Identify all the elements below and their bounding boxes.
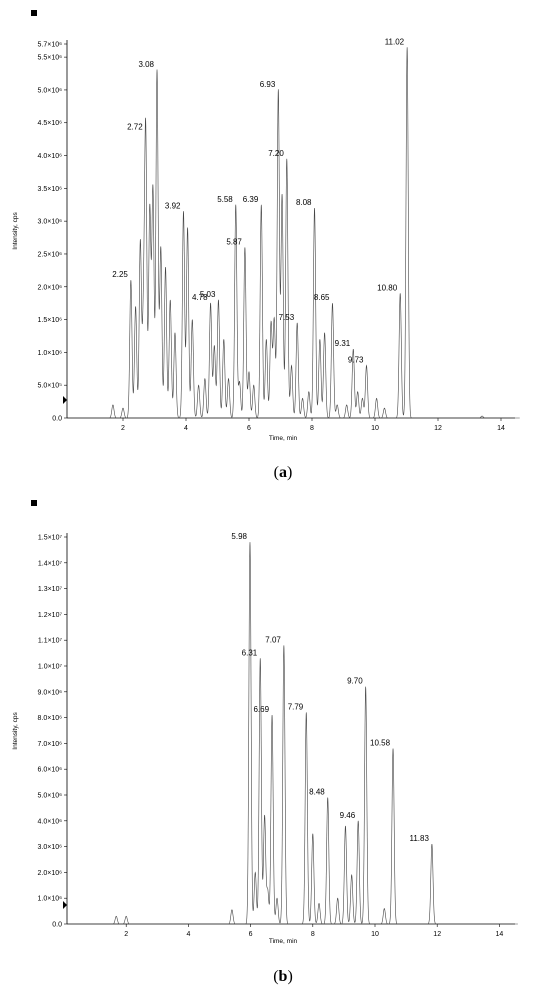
- panel-a-peak-label: 7.20: [268, 149, 284, 158]
- panel-b-y-tick-label: 8.0×10⁶: [38, 715, 63, 722]
- panel-b-x-tick-label: 8: [311, 931, 315, 938]
- panel-a-peak-label: 5.58: [217, 195, 233, 204]
- panel-b-x-tick-label: 6: [249, 931, 253, 938]
- panel-a-peak-label: 5.87: [226, 237, 242, 246]
- panel-a-y-tick-label: 5.7×10⁶: [38, 42, 63, 49]
- panel-b-axis-marker: [63, 901, 67, 909]
- panel-a-axis-marker: [63, 396, 67, 404]
- panel-b-x-tick-label: 14: [496, 931, 504, 938]
- panel-b-peak-label: 7.07: [265, 635, 281, 644]
- panel-a-peak-label: 3.92: [165, 201, 181, 210]
- panel-b-y-tick-label: 3.0×10⁶: [38, 844, 63, 851]
- panel-b-y-tick-label: 9.0×10⁶: [38, 689, 63, 696]
- panel-b-y-tick-label: 1.2×10⁷: [38, 612, 63, 619]
- panel-a-y-tick-label: 0.0: [52, 416, 62, 423]
- panel-b-x-tick-label: 12: [433, 931, 441, 938]
- panel-a-peak-label: 8.65: [314, 293, 330, 302]
- panel-a-y-tick-label: 4.5×10⁶: [38, 120, 63, 127]
- panel-a-x-tick-label: 10: [371, 425, 379, 432]
- panel-b-y-tick-label: 4.0×10⁶: [38, 818, 63, 825]
- panel-a-y-tick-label: 2.0×10⁶: [38, 284, 63, 291]
- panel-a-y-tick-label: 4.0×10⁶: [38, 153, 63, 160]
- panel-a-peak-label: 9.73: [348, 356, 364, 365]
- panel-a-y-tick-label: 1.0×10⁶: [38, 350, 63, 357]
- panel-b-peak-label: 6.69: [253, 705, 269, 714]
- panel-a-peak-label: 7.53: [279, 313, 295, 322]
- panel-b-caption: (b): [273, 968, 293, 985]
- panel-a-corner-marker: [31, 10, 37, 16]
- chromatogram-a: 0.0 5.0×10⁵ 1.0×10⁶ 1.5×10⁶ 2.0×10⁶ 2.5×10⁶ 3.…: [12, 10, 520, 481]
- panel-b-peak-label: 5.98: [231, 532, 247, 541]
- panel-a-y-tick-label: 2.5×10⁶: [38, 251, 63, 258]
- panel-b-y-tick-label: 2.0×10⁶: [38, 870, 63, 877]
- panel-b-y-tick-label: 1.0×10⁶: [38, 896, 63, 903]
- panel-b-peak-label: 10.58: [370, 739, 391, 748]
- panel-b-x-axis-title: Time, min: [269, 938, 298, 945]
- panel-a-peak-label: 11.02: [385, 37, 405, 46]
- panel-b-y-tick-label: 1.4×10⁷: [38, 560, 63, 567]
- panel-a-x-tick-label: 6: [247, 425, 251, 432]
- panel-b-peak-label: 9.70: [347, 677, 363, 686]
- panel-a-peak-label: 9.31: [335, 339, 351, 348]
- panel-b-x-tick-label: 10: [371, 931, 379, 938]
- panel-b-y-tick-label: 1.3×10⁷: [38, 586, 63, 593]
- panel-a-y-tick-label: 3.0×10⁶: [38, 219, 63, 226]
- panel-a-peak-label: 2.72: [127, 123, 143, 132]
- panel-a-peak-point: [143, 319, 144, 320]
- panel-a-x-tick-label: 2: [121, 425, 125, 432]
- panel-a-peak-label: 6.93: [260, 80, 276, 89]
- panel-b-x-tick-label: 4: [186, 931, 190, 938]
- panel-a-peak-label: 2.25: [112, 270, 128, 279]
- panel-a-peak-label: 8.08: [296, 198, 312, 207]
- panel-a-x-tick-label: 8: [310, 425, 314, 432]
- panel-a-x-tick-label: 14: [497, 425, 505, 432]
- panel-a-y-tick-label: 1.5×10⁶: [38, 317, 63, 324]
- panel-a-y-tick-label: 3.5×10⁶: [38, 186, 63, 193]
- panel-b-y-tick-label: 6.0×10⁶: [38, 767, 63, 774]
- panel-a-peak-label: 4.78: [192, 293, 208, 302]
- panel-a-trace: [67, 47, 520, 419]
- panel-a-peak-label: 6.39: [243, 195, 259, 204]
- panel-a-y-axis-title: Intensity, cps: [12, 212, 19, 250]
- panel-b-peak-label: 9.46: [340, 811, 356, 820]
- panel-a-y-tick-label: 5.0×10⁵: [37, 383, 62, 390]
- chromatogram-b: 0.0 1.0×10⁶ 2.0×10⁶ 3.0×10⁶ 4.0×10⁶ 5.0×10⁶ 6.…: [12, 500, 518, 985]
- panel-b-peak-label: 8.48: [309, 788, 325, 797]
- panel-a-peak-label: 5.03: [200, 290, 216, 299]
- panel-b-x-tick-label: 2: [124, 931, 128, 938]
- panel-b-y-tick-label: 5.0×10⁶: [38, 793, 63, 800]
- panel-a-x-tick-label: 4: [184, 425, 188, 432]
- panel-a-caption: (a): [274, 464, 293, 481]
- panel-a-x-axis-title: Time, min: [269, 435, 298, 442]
- panel-b-corner-marker: [31, 500, 37, 506]
- panel-a-y-tick-label: 5.5×10⁶: [38, 55, 63, 62]
- panel-b-y-tick-label: 0.0: [52, 922, 62, 929]
- panel-b-y-tick-label: 1.0×10⁷: [38, 664, 63, 671]
- panel-a-peak-label: 3.08: [138, 60, 154, 69]
- panel-b-peak-label: 7.79: [288, 702, 304, 711]
- panel-b-y-tick-label: 7.0×10⁶: [38, 741, 63, 748]
- panel-a-x-tick-label: 12: [434, 425, 442, 432]
- panel-a-peak-label: 10.80: [377, 283, 398, 292]
- panel-a-y-tick-label: 5.0×10⁶: [38, 87, 63, 94]
- panel-b-peak-label: 11.83: [409, 834, 429, 843]
- panel-b-y-tick-label: 1.1×10⁷: [38, 638, 63, 645]
- panel-b-peak-label: 6.31: [242, 648, 258, 657]
- panel-b-y-axis-title: Intensity, cps: [12, 712, 19, 750]
- panel-b-trace: [71, 542, 518, 925]
- panel-b-y-tick-label: 1.5×10⁷: [38, 535, 63, 542]
